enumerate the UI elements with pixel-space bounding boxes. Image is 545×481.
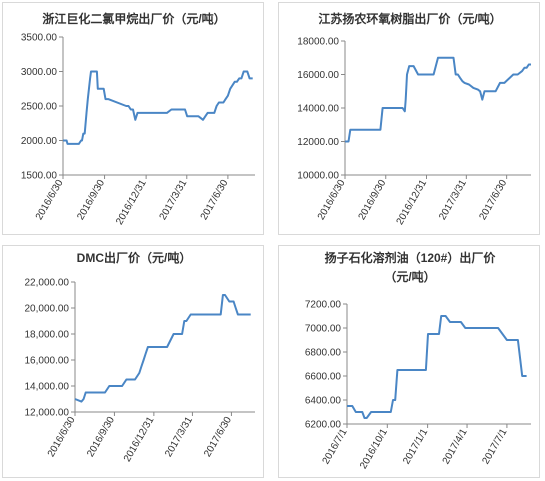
x-tick-label: 2017/7/1 bbox=[481, 427, 510, 467]
y-tick-label: 2500.00 bbox=[21, 102, 58, 113]
y-tick-label: 6200.00 bbox=[305, 420, 342, 431]
x-tick-label: 2017/3/31 bbox=[437, 178, 469, 222]
x-tick-label: 2017/1/1 bbox=[401, 427, 430, 467]
y-tick-label: 6800.00 bbox=[305, 348, 342, 359]
x-tick-label: 2017/6/30 bbox=[202, 415, 234, 459]
x-tick-label: 2017/3/31 bbox=[158, 178, 190, 222]
y-tick-label: 2000.00 bbox=[21, 136, 58, 147]
y-tick-label: 16000.00 bbox=[297, 70, 339, 81]
x-tick-label: 2017/4/1 bbox=[441, 427, 470, 467]
chart-dmc: DMC出厂价（元/吨） 12,000.00 14,000.00 16,000.00 18… bbox=[25, 250, 255, 464]
y-tick-label: 12000.00 bbox=[297, 137, 339, 148]
y-tick-label: 6600.00 bbox=[305, 372, 342, 383]
x-tick-label: 2016/6/30 bbox=[34, 178, 66, 222]
x-tick-label: 2016/9/30 bbox=[357, 178, 389, 222]
chart-panel-epoxy-resin: 江苏扬农环氧树脂出厂价（元/吨） 10000.00 12000.00 14000.00… bbox=[278, 2, 540, 235]
chart-title: 浙江巨化二氯甲烷出厂价（元/吨） bbox=[42, 11, 225, 26]
y-tick-label: 16,000.00 bbox=[25, 356, 70, 367]
y-tick-label: 3000.00 bbox=[21, 67, 58, 78]
series-line bbox=[63, 70, 253, 145]
y-tick-label: 1500.00 bbox=[21, 171, 58, 182]
y-tick-label: 22,000.00 bbox=[25, 278, 70, 289]
y-tick-label: 18000.00 bbox=[297, 37, 339, 48]
y-tick-label: 18,000.00 bbox=[25, 330, 70, 341]
y-tick-label: 20,000.00 bbox=[25, 304, 70, 315]
x-tick-label: 2017/3/31 bbox=[163, 415, 195, 459]
series-line bbox=[347, 315, 527, 419]
series-line bbox=[74, 294, 251, 403]
x-tick-label: 2016/10/1 bbox=[358, 427, 390, 471]
chart-dichloromethane: 浙江巨化二氯甲烷出厂价（元/吨） 1500.00 2000.00 2500.00 300… bbox=[21, 11, 255, 227]
y-tick-label: 14,000.00 bbox=[25, 382, 70, 393]
y-tick-label: 10000.00 bbox=[297, 171, 339, 182]
x-tick-label: 2016/7/1 bbox=[321, 427, 350, 467]
x-tick-label: 2017/6/30 bbox=[199, 178, 231, 222]
y-tick-label: 3500.00 bbox=[21, 33, 58, 44]
y-tick-label: 6400.00 bbox=[305, 396, 342, 407]
chart-epoxy-resin: 江苏扬农环氧树脂出厂价（元/吨） 10000.00 12000.00 14000.00… bbox=[297, 11, 531, 227]
chart-panel-solvent-oil: 扬子石化溶剂油（120#）出厂价 （元/吨） 6200.00 6400.00 6600.… bbox=[278, 245, 540, 478]
x-tick-label: 2016/9/30 bbox=[75, 178, 107, 222]
chart-title: DMC出厂价（元/吨） bbox=[77, 250, 192, 265]
chart-title: 江苏扬农环氧树脂出厂价（元/吨） bbox=[318, 11, 501, 26]
x-tick-label: 2016/12/31 bbox=[114, 178, 149, 227]
x-tick-label: 2016/6/30 bbox=[46, 415, 78, 459]
y-tick-label: 7200.00 bbox=[305, 300, 342, 311]
x-tick-label: 2016/12/31 bbox=[122, 415, 157, 464]
chart-solvent-oil: 扬子石化溶剂油（120#）出厂价 （元/吨） 6200.00 6400.00 6600.… bbox=[305, 250, 531, 471]
x-tick-label: 2016/6/30 bbox=[316, 178, 348, 222]
chart-panel-dichloromethane: 浙江巨化二氯甲烷出厂价（元/吨） 1500.00 2000.00 2500.00 300… bbox=[2, 2, 264, 235]
x-tick-label: 2017/6/30 bbox=[477, 178, 509, 222]
series-line bbox=[345, 56, 531, 143]
x-tick-label: 2016/9/30 bbox=[85, 415, 117, 459]
x-tick-label: 2016/12/31 bbox=[395, 178, 430, 227]
y-tick-label: 12,000.00 bbox=[25, 408, 70, 419]
chart-panel-dmc: DMC出厂价（元/吨） 12,000.00 14,000.00 16,000.00 18… bbox=[2, 245, 264, 478]
chart-title: （元/吨） bbox=[384, 269, 435, 284]
y-tick-label: 14000.00 bbox=[297, 104, 339, 115]
y-tick-label: 7000.00 bbox=[305, 324, 342, 335]
chart-title: 扬子石化溶剂油（120#）出厂价 bbox=[325, 250, 497, 265]
